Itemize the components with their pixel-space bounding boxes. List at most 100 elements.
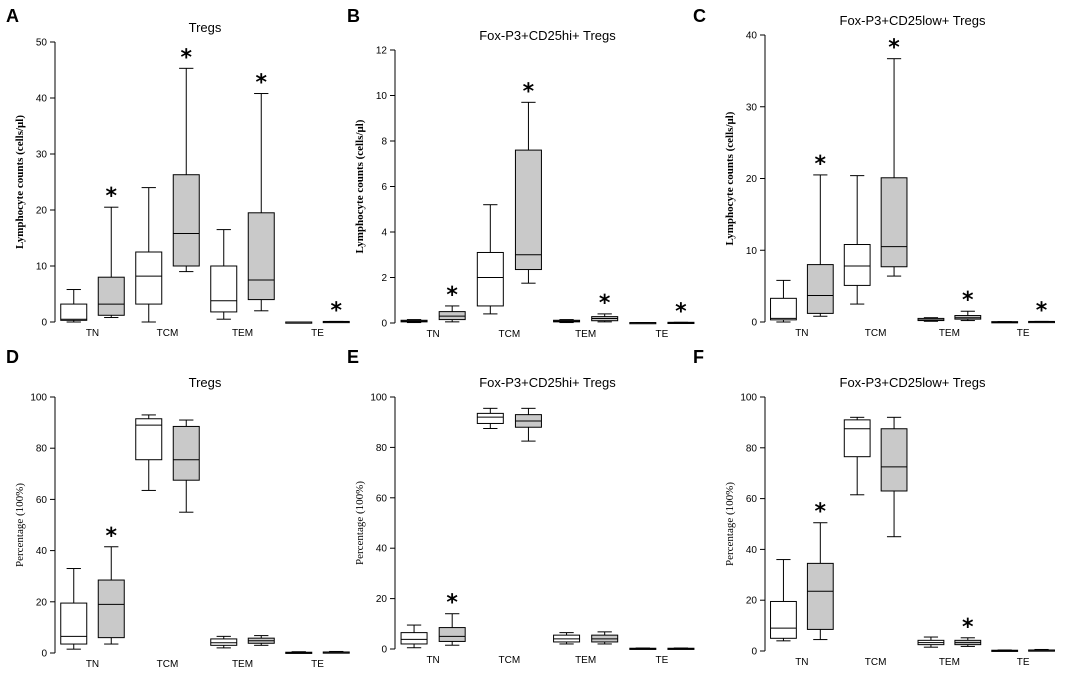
y-tick-label: 6 [381, 182, 387, 193]
box-shaded [514, 407, 542, 442]
x-category-label: TEM [939, 657, 960, 668]
y-tick-label: 100 [740, 393, 757, 404]
panel-b: B Fox-P3+CD25hi+ Tregs 0 2 4 6 8 10 12 Lymphocyte… [347, 6, 695, 340]
box-shaded [591, 631, 619, 645]
y-tick-label: 80 [376, 443, 388, 454]
y-tick-label: 100 [30, 393, 47, 404]
iqr-box [438, 311, 466, 321]
x-category-label: TN [795, 328, 808, 339]
y-tick-label: 20 [746, 596, 758, 607]
panel-title: Fox-P3+CD25hi+ Tregs [479, 28, 616, 43]
y-tick-label: 100 [370, 393, 387, 404]
box-open [285, 651, 313, 654]
box-shaded: * [880, 36, 908, 277]
box-shaded: * [438, 283, 466, 323]
box-open [553, 319, 581, 324]
box-shaded: * [954, 615, 982, 647]
iqr-box [476, 412, 504, 424]
y-tick-label: 10 [376, 91, 388, 102]
panel-letter: B [347, 6, 360, 26]
y-tick-label: 2 [381, 273, 387, 284]
y-tick-label: 40 [746, 31, 758, 42]
iqr-box [172, 174, 200, 267]
panel-letter: D [6, 347, 19, 367]
significance-star: * [105, 524, 117, 549]
iqr-box [60, 303, 88, 321]
significance-star: * [523, 79, 535, 104]
panel-a: A Tregs 0 10 20 30 40 50 Lymphocyte counts (cell… [6, 6, 350, 339]
iqr-box [476, 251, 504, 307]
panel-title: Fox-P3+CD25low+ Tregs [840, 375, 986, 390]
panel-title: Tregs [189, 20, 222, 35]
box-shaded: * [97, 184, 125, 319]
box-open [917, 317, 945, 322]
x-category-label: TEM [232, 659, 253, 670]
box-open [553, 632, 581, 645]
iqr-box [247, 212, 275, 301]
box-open [476, 204, 504, 315]
iqr-box [60, 602, 88, 645]
y-tick-label: 0 [751, 647, 757, 658]
box-shaded: * [806, 152, 834, 317]
x-category-label: TE [655, 655, 668, 666]
y-tick-label: 40 [36, 94, 48, 105]
x-category-label: TN [86, 659, 99, 670]
x-category-label: TEM [575, 655, 596, 666]
box-open [400, 624, 428, 649]
box-open [400, 319, 428, 324]
box-open [210, 229, 238, 320]
x-category-label: TEM [232, 328, 253, 339]
y-tick-label: 80 [746, 443, 758, 454]
x-category-label: TCM [499, 655, 521, 666]
y-tick-label: 40 [376, 544, 388, 555]
x-category-label: TCM [157, 328, 179, 339]
panel-letter: A [6, 6, 19, 26]
panel-title: Fox-P3+CD25low+ Tregs [840, 13, 986, 28]
iqr-box [210, 265, 238, 313]
panel-letter: C [693, 6, 706, 26]
iqr-box [210, 638, 238, 646]
x-category-label: TE [1017, 328, 1030, 339]
panel-d: D Tregs 0 20 40 60 80 100 Percentage (100%) TN TCM… [6, 347, 350, 670]
box-shaded [322, 650, 350, 654]
box-shaded: * [514, 79, 542, 284]
x-category-label: TN [86, 328, 99, 339]
panel-letter: E [347, 347, 359, 367]
y-tick-label: 0 [41, 649, 47, 660]
significance-star: * [255, 71, 267, 96]
significance-star: * [180, 45, 192, 70]
y-axis-label: Lymphocyte counts (cells/μl) [724, 111, 736, 245]
panel-f: F Fox-P3+CD25low+ Tregs 0 20 40 60 80 100 Percen… [693, 347, 1055, 668]
significance-star: * [105, 184, 117, 209]
iqr-box [880, 177, 908, 268]
iqr-box [438, 627, 466, 642]
box-shaded: * [667, 299, 695, 324]
y-tick-label: 40 [746, 545, 758, 556]
box-open [135, 187, 163, 323]
significance-star: * [815, 152, 827, 177]
box-open [843, 175, 871, 305]
box-open [60, 568, 88, 650]
box-open [60, 289, 88, 323]
iqr-box [135, 251, 163, 305]
x-category-label: TEM [939, 328, 960, 339]
box-shaded [247, 635, 275, 646]
y-axis-label: Percentage (100%) [724, 482, 736, 566]
y-tick-label: 30 [746, 102, 758, 113]
y-tick-label: 20 [36, 206, 48, 217]
iqr-box [843, 244, 871, 286]
box-shaded: * [806, 500, 834, 641]
iqr-box [770, 297, 797, 321]
x-category-label: TCM [865, 328, 887, 339]
box-shaded [880, 416, 908, 538]
box-shaded: * [438, 591, 466, 646]
y-axis-label: Percentage (100%) [354, 481, 366, 565]
significance-star: * [446, 283, 458, 308]
y-tick-label: 50 [36, 38, 48, 49]
box-open [285, 321, 313, 324]
box-open [210, 635, 238, 649]
box-open [770, 279, 797, 323]
iqr-box [97, 579, 125, 639]
box-shaded: * [954, 288, 982, 322]
y-tick-label: 20 [376, 594, 388, 605]
